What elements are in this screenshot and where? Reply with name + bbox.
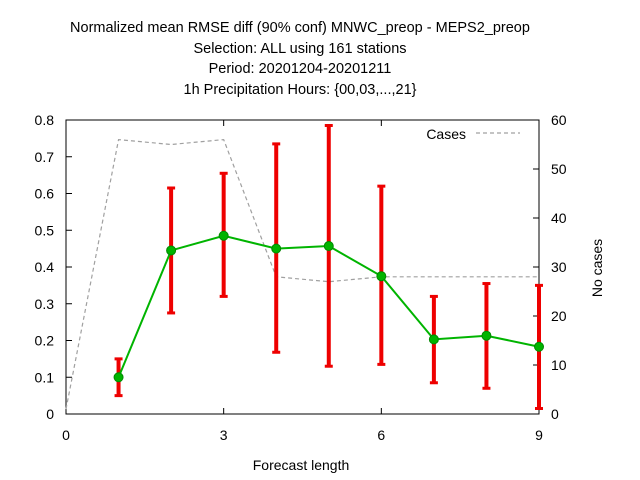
- data-point: [534, 341, 544, 352]
- legend: Cases: [426, 126, 520, 142]
- data-point: [113, 372, 124, 383]
- y2-tick-label: 50: [551, 161, 567, 177]
- y2-tick-label: 10: [551, 357, 567, 373]
- y-tick-label: 0.7: [35, 149, 55, 165]
- plot-frame: [65, 119, 540, 415]
- y-tick-label: 0.1: [35, 369, 55, 385]
- x-tick-label: 9: [535, 427, 543, 443]
- title-line-2: Selection: ALL using 161 stations: [193, 40, 407, 57]
- y-tick-label: 0.8: [35, 112, 55, 128]
- rmse-series: [113, 230, 544, 383]
- data-point: [271, 243, 282, 254]
- y2-tick-label: 0: [551, 406, 559, 422]
- y2-axis-label: No cases: [589, 239, 605, 297]
- title-line-1: Normalized mean RMSE diff (90% conf) MNW…: [70, 20, 530, 36]
- x-axis-label: Forecast length: [253, 457, 350, 473]
- cases-series: [65, 138, 539, 410]
- data-point: [166, 245, 177, 256]
- axes: 0 0.1 0.2 0.3 0.4 0.5 0.6 0.7 0.8 0 10 20 30 40 50 60 0 3…: [35, 112, 567, 443]
- y-tick-label: 0: [46, 406, 54, 422]
- x-tick-label: 3: [220, 427, 228, 443]
- y2-tick-label: 60: [551, 112, 567, 128]
- data-point: [323, 241, 334, 252]
- legend-label-cases: Cases: [426, 126, 466, 142]
- y-tick-label: 0.4: [35, 259, 55, 275]
- title-line-4: 1h Precipitation Hours: {00,03,...,21}: [183, 81, 417, 98]
- x-tick-label: 0: [62, 427, 70, 443]
- title-line-3: Period: 20201204-20201211: [208, 61, 392, 77]
- y2-tick-label: 40: [551, 210, 567, 226]
- cases-line: [65, 138, 539, 410]
- error-bars: [114, 124, 543, 410]
- data-point: [428, 334, 439, 345]
- y-tick-label: 0.3: [35, 296, 55, 312]
- y-tick-label: 0.2: [35, 333, 55, 349]
- data-point: [376, 271, 387, 282]
- y-tick-label: 0.6: [35, 186, 55, 202]
- data-point: [481, 330, 492, 341]
- y2-tick-label: 30: [551, 259, 567, 275]
- y2-tick-label: 20: [551, 308, 567, 324]
- y-tick-label: 0.5: [35, 222, 55, 238]
- data-point: [218, 230, 229, 241]
- x-tick-label: 6: [377, 427, 385, 443]
- chart-title: Normalized mean RMSE diff (90% conf) MNW…: [0, 18, 600, 100]
